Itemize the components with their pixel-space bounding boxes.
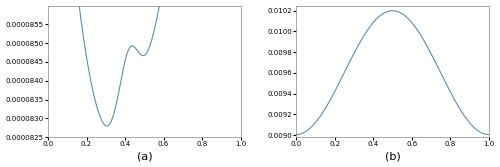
X-axis label: (a): (a)	[136, 151, 152, 161]
X-axis label: (b): (b)	[384, 151, 400, 161]
